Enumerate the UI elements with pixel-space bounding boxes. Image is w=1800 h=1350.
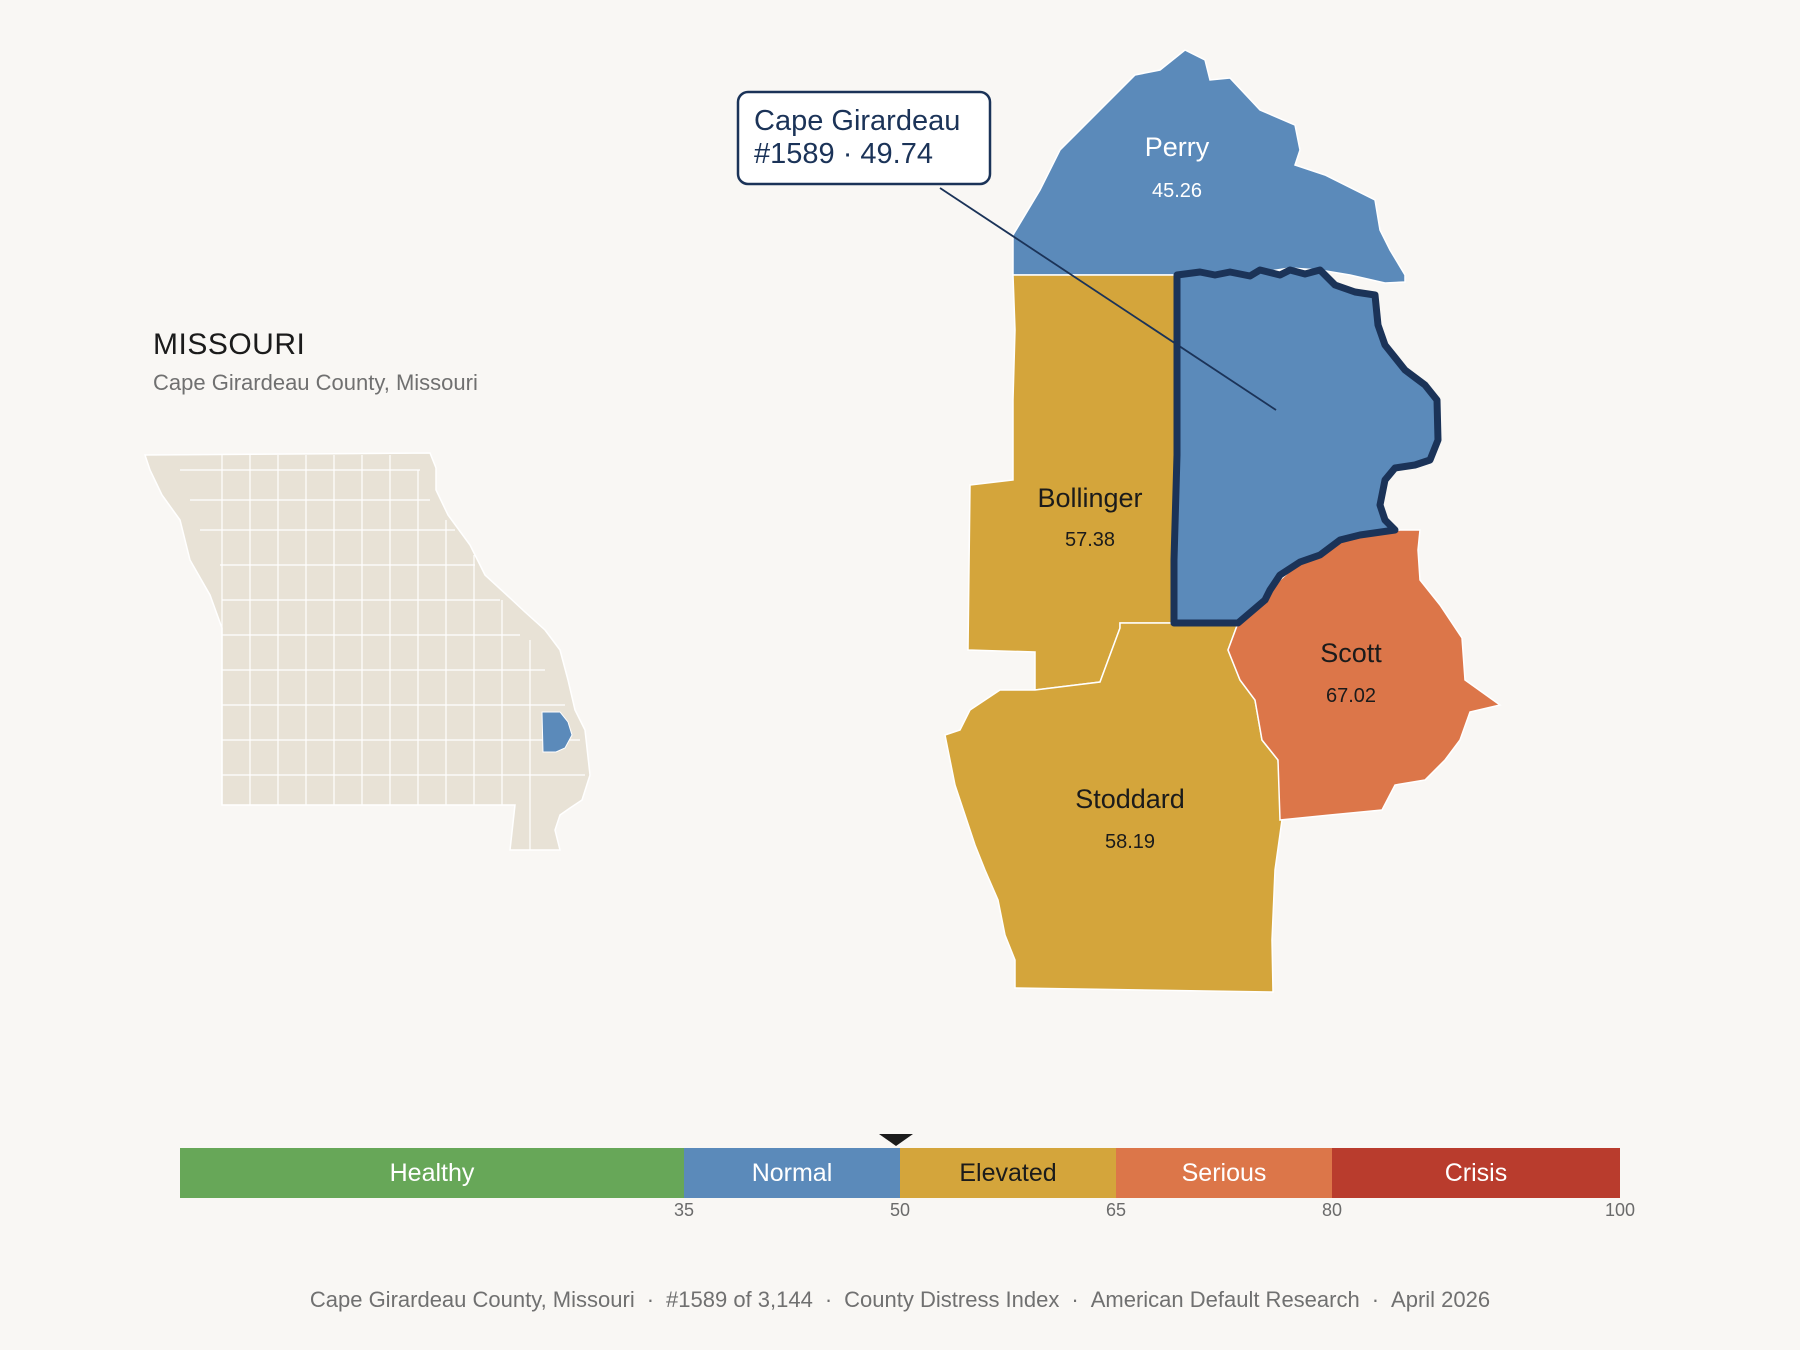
footer-separator: ·	[646, 1287, 655, 1312]
scale-segment-crisis: Crisis	[1332, 1148, 1620, 1198]
footer-separator: ·	[1071, 1287, 1079, 1312]
scale-segment-healthy: Healthy	[180, 1148, 684, 1198]
scale-segment-serious: Serious	[1116, 1148, 1332, 1198]
callout-box: Cape Girardeau #1589 · 49.74	[736, 90, 992, 186]
footer-item: County Distress Index	[844, 1287, 1060, 1312]
county-label-stoddard: Stoddard	[1075, 784, 1185, 814]
county-label-perry: Perry	[1145, 132, 1210, 162]
state-subtitle: Cape Girardeau County, Missouri	[153, 370, 478, 395]
state-locator-map	[143, 452, 591, 851]
scale-tick: 35	[673, 1200, 695, 1220]
footer: Cape Girardeau County, Missouri · #1589 of…	[0, 1287, 1800, 1313]
scale-tick: 80	[1321, 1200, 1343, 1220]
callout-rank-score: #1589 · 49.74	[754, 138, 933, 170]
county-labels: Perry 45.26 Bollinger 57.38 Scott 67.02 …	[1037, 132, 1382, 853]
footer-item: April 2026	[1391, 1287, 1491, 1312]
footer-item: American Default Research	[1090, 1287, 1360, 1312]
scale-tick: 65	[1105, 1200, 1127, 1220]
county-perry[interactable]	[1012, 49, 1406, 284]
scale-segment-normal: Normal	[684, 1148, 900, 1198]
county-label-scott: Scott	[1320, 638, 1382, 668]
state-heading: MISSOURI Cape Girardeau County, Missouri	[153, 328, 478, 396]
highlighted-county-locator	[541, 711, 573, 753]
county-value-perry: 45.26	[1152, 180, 1202, 202]
county-value-scott: 67.02	[1326, 685, 1376, 707]
footer-item: #1589 of 3,144	[666, 1287, 813, 1312]
county-value-stoddard: 58.19	[1105, 831, 1155, 853]
category-scale: Healthy Normal Elevated Serious Crisis 35 50 6…	[180, 1134, 1635, 1226]
scale-tick: 50	[889, 1200, 911, 1220]
footer-item: Cape Girardeau County, Missouri	[309, 1287, 635, 1312]
county-cape-girardeau[interactable]	[1170, 266, 1442, 627]
scale-segment-elevated: Elevated	[900, 1148, 1116, 1198]
footer-separator: ·	[1371, 1287, 1380, 1312]
scale-bar: Healthy Normal Elevated Serious Crisis	[180, 1148, 1620, 1198]
current-value-marker	[879, 1134, 914, 1146]
callout-county-name: Cape Girardeau	[754, 105, 960, 137]
county-value-bollinger: 57.38	[1065, 529, 1115, 551]
callout-leader-line	[939, 187, 1277, 411]
missouri-outline	[143, 452, 591, 851]
footer-separator: ·	[824, 1287, 833, 1312]
scale-tick: 100	[1604, 1200, 1636, 1220]
state-title: MISSOURI	[153, 328, 306, 361]
county-grid	[180, 455, 585, 850]
county-label-bollinger: Bollinger	[1037, 483, 1142, 513]
